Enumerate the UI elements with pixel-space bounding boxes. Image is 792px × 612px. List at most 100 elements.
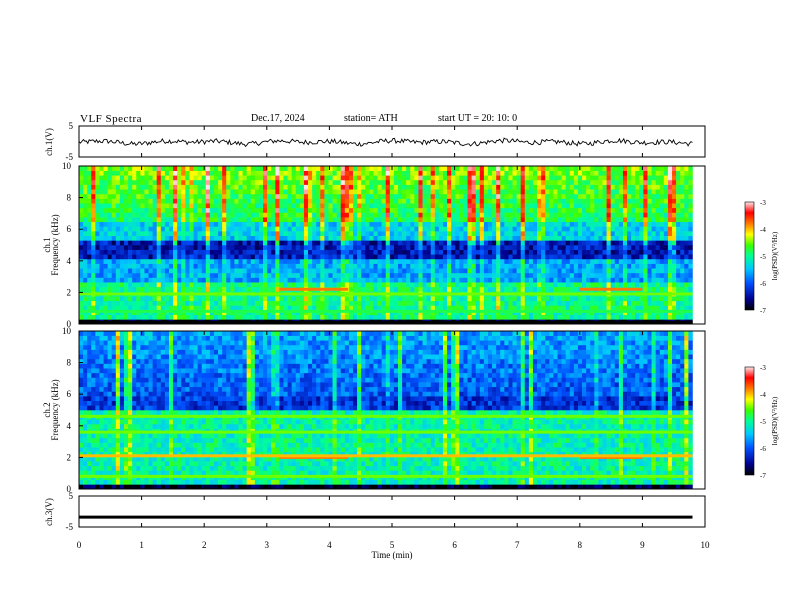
spectrogram-cell — [500, 245, 505, 250]
spectrogram-cell — [201, 254, 207, 260]
spectrogram-cell — [357, 249, 362, 255]
spectrogram-cell — [111, 286, 117, 292]
spectrogram-cell — [189, 263, 194, 269]
spectrogram-cell — [553, 193, 558, 199]
spectrogram-cell — [561, 277, 566, 283]
spectrogram-cell — [164, 249, 170, 255]
spectrogram-cell — [541, 268, 546, 274]
spectrogram-cell — [91, 296, 96, 302]
spectrogram-cell — [426, 263, 432, 269]
spectrogram-cell — [189, 240, 194, 246]
spectrogram-cell — [308, 175, 313, 181]
spectrogram-cell — [369, 240, 374, 246]
spectrogram-cell — [299, 170, 305, 176]
spectrogram-cell — [606, 296, 611, 302]
spectrogram-cell — [205, 249, 211, 255]
spectrogram-cell — [189, 254, 194, 260]
spectrogram-cell — [173, 207, 178, 213]
spectrogram-cell — [618, 170, 624, 176]
spectrogram-cell — [492, 268, 497, 274]
spectrogram-cell — [586, 277, 591, 283]
spectrogram-cell — [479, 258, 485, 264]
spectrogram-cell — [136, 170, 141, 176]
spectrogram-cell — [222, 263, 227, 269]
spectrogram-cell — [667, 184, 673, 190]
spectrogram-cell — [573, 249, 579, 255]
spectrogram-cell — [643, 207, 648, 213]
spectrogram-cell — [160, 226, 166, 232]
spectrogram-cell — [213, 272, 219, 278]
spectrogram-cell — [365, 296, 370, 302]
spectrogram-cell — [279, 296, 284, 302]
spectrogram-cell — [598, 179, 603, 185]
spectrogram-cell — [451, 277, 456, 283]
spectrogram-cell — [332, 221, 337, 227]
spectrogram-cell — [164, 175, 170, 181]
spectrogram-cell — [594, 184, 599, 190]
spectrogram-cell — [279, 245, 284, 250]
spectrogram-cell — [164, 286, 170, 292]
spectrogram-cell — [324, 263, 329, 269]
spectrogram-cell — [639, 189, 644, 195]
spectrogram-cell — [95, 231, 100, 237]
spectrogram-cell — [320, 254, 325, 260]
spectrogram-cell — [455, 193, 460, 199]
spectrogram-cell — [496, 245, 501, 250]
spectrogram-cell — [602, 166, 607, 171]
spectrogram-cell — [475, 277, 481, 283]
spectrogram-cell — [193, 286, 198, 292]
spectrogram-cell — [201, 258, 207, 264]
spectrogram-cell — [377, 282, 382, 288]
spectrogram-cell — [381, 189, 387, 195]
spectrogram-cell — [132, 212, 137, 218]
spectrogram-cell — [471, 217, 477, 223]
spectrogram-cell — [148, 189, 153, 195]
spectrogram-cell — [246, 175, 252, 181]
spectrogram-cell — [95, 240, 100, 246]
spectrogram-cell — [218, 296, 223, 302]
spectrogram-cell — [467, 258, 472, 264]
spectrogram-cell — [398, 296, 403, 302]
spectrogram-cell — [606, 268, 611, 274]
spectrogram-cell — [524, 263, 530, 269]
spectrogram-cell — [467, 226, 472, 232]
spectrogram-cell — [148, 203, 153, 209]
spectrogram-cell — [483, 245, 489, 250]
spectrogram-cell — [320, 212, 325, 218]
spectrogram-cell — [459, 198, 464, 204]
spectrogram-cell — [160, 240, 166, 246]
spectrogram-cell — [647, 277, 652, 283]
spectrogram-cell — [140, 245, 145, 250]
spectrogram-cell — [197, 179, 202, 185]
spectrogram-cell — [226, 272, 231, 278]
spectrogram-cell — [164, 198, 170, 204]
spectrogram-cell — [410, 282, 415, 288]
spectrogram-cell — [123, 221, 129, 227]
spectrogram-cell — [373, 217, 378, 223]
spectrogram-cell — [655, 277, 661, 283]
spectrogram-cell — [483, 175, 489, 181]
spectrogram-cell — [246, 277, 252, 283]
spectrogram-cell — [402, 235, 407, 241]
spectrogram-cell — [459, 249, 464, 255]
spectrogram-cell — [463, 240, 468, 246]
spectrogram-cell — [553, 240, 558, 246]
spectrogram-cell — [381, 268, 387, 274]
spectrogram-cell — [193, 235, 198, 241]
spectrogram-cell — [639, 254, 644, 260]
spectrogram-cell — [79, 170, 84, 176]
spectrogram-cell — [136, 207, 141, 213]
spectrogram-cell — [475, 296, 481, 302]
spectrogram-cell — [312, 305, 317, 311]
spectrogram-cell — [426, 300, 432, 306]
spectrogram-cell — [569, 189, 575, 195]
spectrogram-cell — [258, 314, 264, 320]
spectrogram-cell — [590, 305, 595, 311]
spectrogram-cell — [185, 277, 190, 283]
spectrogram-cell — [156, 282, 162, 288]
spectrogram-cell — [340, 300, 346, 306]
spectrogram-cell — [606, 189, 611, 195]
spectrogram-cell — [524, 221, 530, 227]
spectrogram-cell — [328, 277, 333, 283]
spectrogram-cell — [299, 245, 305, 250]
